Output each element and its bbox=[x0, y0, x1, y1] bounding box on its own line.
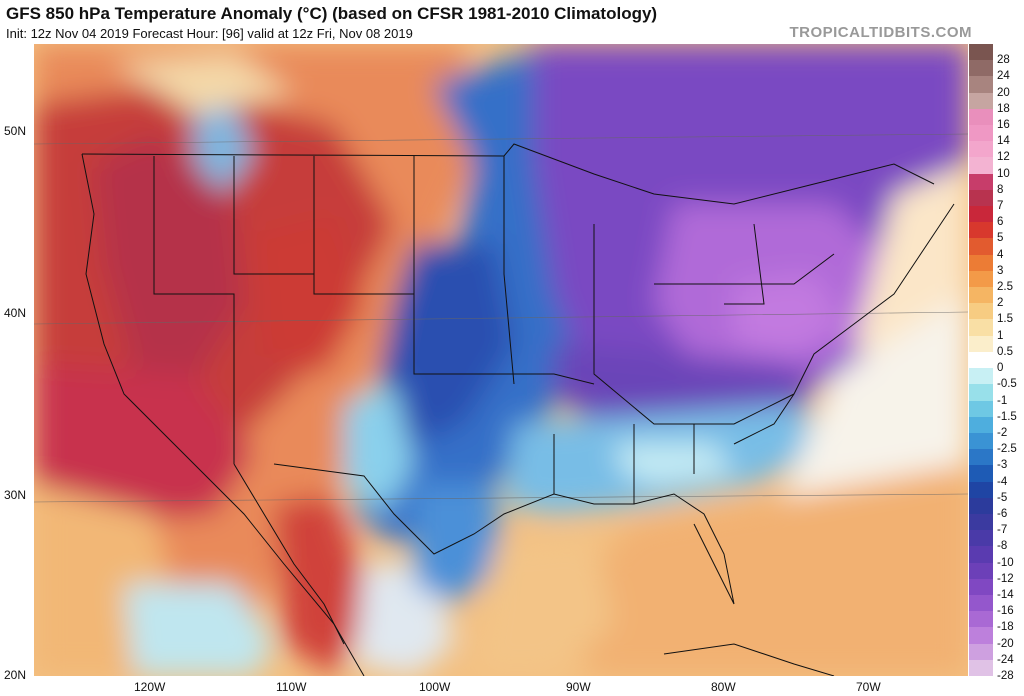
colorbar-swatch bbox=[969, 125, 993, 142]
lat-label-20n: 20N bbox=[4, 668, 27, 682]
colorbar-label: 4 bbox=[997, 248, 1004, 261]
colorbar-swatch bbox=[969, 643, 993, 661]
colorbar-label: 16 bbox=[997, 119, 1010, 132]
colorbar-swatch bbox=[969, 611, 993, 628]
colorbar-label: -4 bbox=[997, 475, 1008, 488]
lat-label-30n: 30N bbox=[4, 488, 27, 502]
colorbar-label: -1.5 bbox=[997, 410, 1017, 423]
lon-label-120w: 120W bbox=[134, 680, 166, 694]
colorbar-swatch bbox=[969, 157, 993, 175]
colorbar-label: -0.5 bbox=[997, 378, 1017, 391]
anomaly-map bbox=[34, 44, 968, 676]
colorbar-swatch bbox=[969, 173, 993, 191]
colorbar-label: -14 bbox=[997, 588, 1014, 601]
chart-subtitle: Init: 12z Nov 04 2019 Forecast Hour: [96… bbox=[6, 26, 413, 41]
lon-label-80w: 80W bbox=[711, 680, 736, 694]
colorbar-swatch bbox=[969, 141, 993, 158]
colorbar-label: -7 bbox=[997, 524, 1008, 537]
colorbar-label: 12 bbox=[997, 151, 1010, 164]
colorbar-swatch bbox=[969, 222, 993, 239]
lat-label-50n: 50N bbox=[4, 124, 27, 138]
colorbar-label: 2 bbox=[997, 297, 1004, 310]
colorbar-label: 1.5 bbox=[997, 313, 1013, 326]
colorbar-swatch bbox=[969, 368, 993, 385]
lon-label-70w: 70W bbox=[856, 680, 881, 694]
colorbar-label: 0 bbox=[997, 362, 1004, 375]
colorbar-label: 10 bbox=[997, 167, 1010, 180]
colorbar-label: 1 bbox=[997, 329, 1004, 342]
colorbar-label: 28 bbox=[997, 54, 1010, 67]
colorbar-swatch bbox=[969, 44, 993, 61]
colorbar-label: -2.5 bbox=[997, 443, 1017, 456]
colorbar-label: 8 bbox=[997, 183, 1004, 196]
colorbar-label: -28 bbox=[997, 670, 1014, 682]
colorbar-label: 0.5 bbox=[997, 345, 1013, 358]
colorbar-swatch bbox=[969, 627, 993, 645]
colorbar-label: -16 bbox=[997, 605, 1014, 618]
colorbar-label: 7 bbox=[997, 200, 1004, 213]
colorbar-label: 5 bbox=[997, 232, 1004, 245]
colorbar-swatch bbox=[969, 432, 993, 450]
watermark: TROPICALTIDBITS.COM bbox=[789, 24, 972, 41]
colorbar-swatch bbox=[969, 108, 993, 126]
colorbar-swatch bbox=[969, 530, 993, 547]
colorbar-swatch bbox=[969, 238, 993, 256]
colorbar bbox=[969, 44, 993, 677]
colorbar-swatch bbox=[969, 594, 993, 612]
colorbar-label: 6 bbox=[997, 216, 1004, 229]
colorbar-swatch bbox=[969, 270, 993, 288]
colorbar-label: -3 bbox=[997, 459, 1008, 472]
colorbar-label: -6 bbox=[997, 507, 1008, 520]
colorbar-swatch bbox=[969, 319, 993, 337]
colorbar-swatch bbox=[969, 513, 993, 531]
colorbar-label: -1 bbox=[997, 394, 1008, 407]
colorbar-label: -12 bbox=[997, 572, 1014, 585]
colorbar-label: 24 bbox=[997, 70, 1010, 83]
chart-title: GFS 850 hPa Temperature Anomaly (°C) (ba… bbox=[6, 4, 658, 23]
colorbar-swatch bbox=[969, 416, 993, 434]
colorbar-swatch bbox=[969, 287, 993, 304]
colorbar-swatch bbox=[969, 92, 993, 110]
colorbar-label: 2.5 bbox=[997, 281, 1013, 294]
colorbar-label: 18 bbox=[997, 102, 1010, 115]
colorbar-swatch bbox=[969, 578, 993, 596]
colorbar-swatch bbox=[969, 659, 993, 677]
colorbar-swatch bbox=[969, 497, 993, 515]
colorbar-label: 20 bbox=[997, 86, 1010, 99]
colorbar-label: 3 bbox=[997, 264, 1004, 277]
colorbar-swatch bbox=[969, 303, 993, 320]
colorbar-swatch bbox=[969, 60, 993, 77]
colorbar-swatch bbox=[969, 481, 993, 499]
colorbar-label: -24 bbox=[997, 653, 1014, 666]
colorbar-label: -2 bbox=[997, 426, 1008, 439]
colorbar-swatch bbox=[969, 189, 993, 207]
colorbar-label: -8 bbox=[997, 540, 1008, 553]
lat-label-40n: 40N bbox=[4, 306, 27, 320]
colorbar-swatch bbox=[969, 449, 993, 466]
colorbar-swatch bbox=[969, 465, 993, 483]
colorbar-label: -10 bbox=[997, 556, 1014, 569]
colorbar-swatch bbox=[969, 76, 993, 94]
colorbar-label: -20 bbox=[997, 637, 1014, 650]
lon-label-110w: 110W bbox=[276, 680, 307, 694]
colorbar-label: -5 bbox=[997, 491, 1008, 504]
colorbar-swatch bbox=[969, 206, 993, 223]
lon-label-100w: 100W bbox=[419, 680, 451, 694]
colorbar-swatch bbox=[969, 546, 993, 564]
colorbar-label: -18 bbox=[997, 621, 1014, 634]
colorbar-swatch bbox=[969, 335, 993, 353]
colorbar-label: 14 bbox=[997, 135, 1010, 148]
colorbar-swatch bbox=[969, 254, 993, 272]
colorbar-swatch bbox=[969, 400, 993, 418]
colorbar-swatch bbox=[969, 384, 993, 401]
colorbar-swatch bbox=[969, 351, 993, 369]
colorbar-swatch bbox=[969, 562, 993, 580]
lon-label-90w: 90W bbox=[566, 680, 591, 694]
